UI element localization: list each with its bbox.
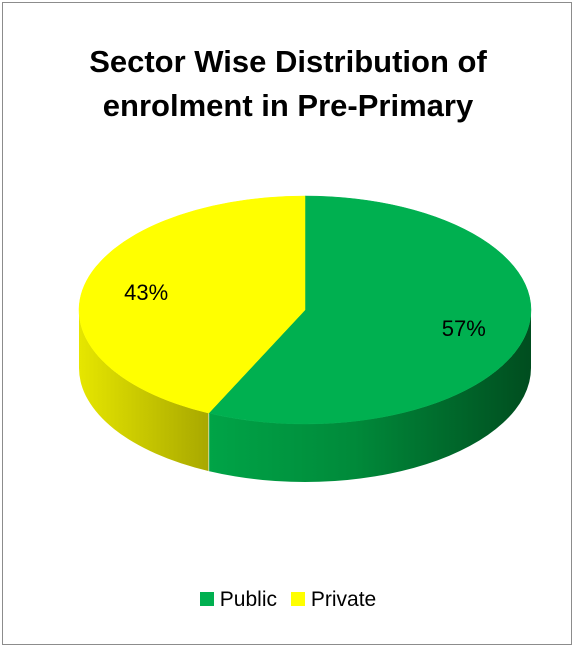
pie-side-public [208,310,531,483]
chart-title: Sector Wise Distribution of enrolment in… [0,40,576,128]
legend-label-private: Private [310,588,377,612]
chart-title-line-2: enrolment in Pre-Primary [102,88,474,123]
data-label-public: 57% [442,316,486,341]
pie-slice-public [208,195,532,425]
legend-item-public: Public [199,586,277,614]
legend-label-public: Public [219,588,277,612]
chart-legend: Public Private [0,586,576,614]
legend-item-private: Private [290,586,377,614]
legend-swatch-public [199,591,214,606]
data-label-private: 43% [124,280,168,305]
legend-swatch-private [290,591,305,606]
chart-title-line-1: Sector Wise Distribution of [89,44,487,79]
pie-side-private [79,310,209,472]
pie-slice-private [78,195,306,414]
